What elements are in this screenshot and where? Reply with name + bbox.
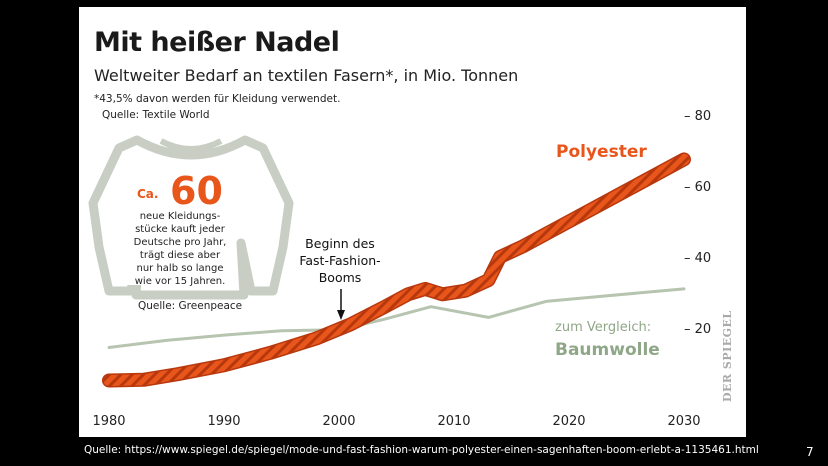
chart-title: Mit heißer Nadel bbox=[94, 27, 339, 58]
series-line-polyester bbox=[103, 153, 690, 386]
annotation-line-1: Beginn des bbox=[305, 236, 375, 251]
annotation-line-3: Booms bbox=[319, 270, 362, 285]
chart-card: Mit heißer Nadel Weltweiter Bedarf an te… bbox=[79, 7, 746, 437]
y-tick-label: – 80 bbox=[684, 109, 711, 124]
shirt-line-3: Deutsche pro Jahr, bbox=[134, 237, 227, 248]
shirt-line-4: trägt diese aber bbox=[140, 250, 221, 261]
shirt-line-6: wie vor 15 Jahren. bbox=[135, 276, 226, 287]
annotation-arrow-head bbox=[337, 310, 345, 320]
sweater-text-bg bbox=[125, 169, 235, 285]
x-tick-label: 1980 bbox=[92, 414, 125, 429]
series-label-polyester: Polyester bbox=[556, 142, 647, 162]
shirt-line-2: stücke kauft jeder bbox=[135, 224, 226, 235]
shirt-number: 60 bbox=[170, 169, 223, 213]
chart-footnote: *43,5% davon werden für Kleidung verwend… bbox=[94, 93, 340, 105]
sweater-illustration bbox=[88, 135, 294, 300]
sweater-shape bbox=[88, 135, 294, 300]
page-number: 7 bbox=[806, 445, 814, 459]
x-tick-label: 2020 bbox=[552, 414, 585, 429]
series-line-baumwolle bbox=[107, 287, 686, 349]
y-axis: – 20 – 40 – 60 – 80 bbox=[684, 109, 711, 337]
sweater-collar bbox=[159, 138, 223, 152]
x-tick-label: 2010 bbox=[437, 414, 470, 429]
brand-logo: DER SPIEGEL bbox=[721, 310, 734, 402]
series-label-baumwolle-prefix: zum Vergleich: bbox=[555, 320, 651, 335]
chart-svg: Mit heißer Nadel Weltweiter Bedarf an te… bbox=[88, 27, 734, 429]
shirt-source: Quelle: Greenpeace bbox=[138, 300, 242, 312]
y-tick-label: – 20 bbox=[684, 322, 711, 337]
x-tick-label: 2000 bbox=[322, 414, 355, 429]
shirt-prefix: Ca. bbox=[137, 187, 158, 201]
footer-source: Quelle: https://www.spiegel.de/spiegel/m… bbox=[84, 444, 759, 456]
x-tick-label: 2030 bbox=[667, 414, 700, 429]
x-tick-label: 1990 bbox=[207, 414, 240, 429]
chart-source: Quelle: Textile World bbox=[102, 109, 210, 121]
y-tick-label: – 40 bbox=[684, 251, 711, 266]
shirt-line-1: neue Kleidungs- bbox=[140, 211, 221, 222]
shirt-line-5: nur halb so lange bbox=[137, 263, 224, 274]
series-label-baumwolle: Baumwolle bbox=[555, 340, 660, 360]
x-axis: 1980 1990 2000 2010 2020 2030 bbox=[92, 414, 700, 429]
annotation-line-2: Fast-Fashion- bbox=[299, 253, 380, 268]
chart-subtitle: Weltweiter Bedarf an textilen Fasern*, i… bbox=[94, 66, 518, 85]
y-tick-label: – 60 bbox=[684, 180, 711, 195]
